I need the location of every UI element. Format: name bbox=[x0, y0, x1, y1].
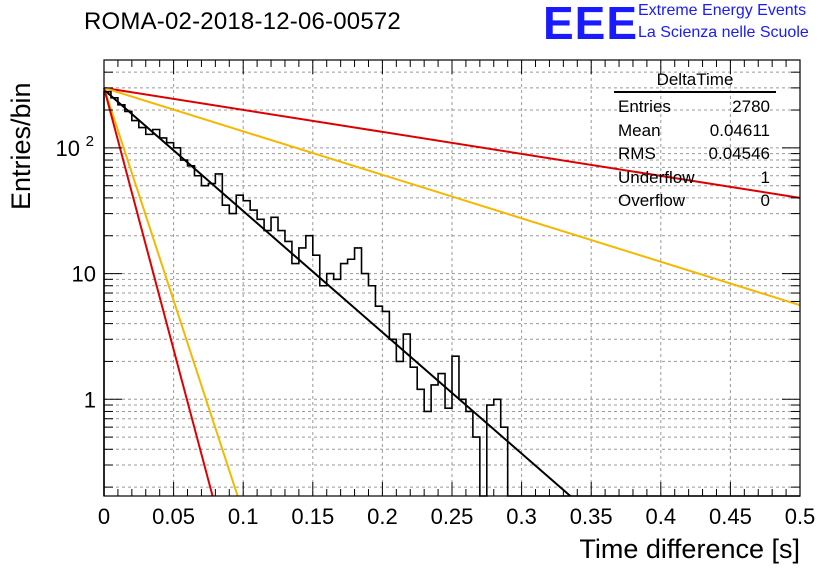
x-tick-label: 0 bbox=[98, 504, 110, 529]
y-tick-exponent: 2 bbox=[86, 133, 94, 150]
stat-value: 0.04611 bbox=[709, 120, 770, 140]
y-axis-label: Entries/bin bbox=[6, 82, 36, 210]
fit-line bbox=[103, 88, 571, 497]
stats-title: DeltaTime bbox=[614, 70, 776, 93]
stat-label: Mean bbox=[618, 120, 661, 140]
stat-row: RMS 0.04546 bbox=[608, 142, 776, 166]
x-tick-label: 0.15 bbox=[291, 504, 334, 529]
stat-row: Mean 0.04611 bbox=[608, 119, 776, 143]
x-tick-label: 0.4 bbox=[646, 504, 677, 529]
fit-line bbox=[103, 87, 239, 497]
logo-line-1: Extreme Energy Events bbox=[638, 2, 807, 19]
fit-lines bbox=[103, 86, 801, 497]
fit-line bbox=[103, 86, 801, 307]
stat-row: Entries 2780 bbox=[608, 95, 776, 119]
stat-value: 0.04546 bbox=[708, 144, 770, 163]
stat-row: Underflow 1 bbox=[608, 166, 776, 190]
stat-label: Underflow bbox=[618, 167, 695, 187]
x-tick-label: 0.45 bbox=[709, 504, 752, 529]
x-tick-label: 0.35 bbox=[570, 504, 613, 529]
fit-line bbox=[103, 86, 801, 199]
stat-value: 0 bbox=[760, 191, 770, 210]
eee-logo: EEE bbox=[543, 0, 639, 49]
fit-line bbox=[103, 87, 214, 497]
x-axis-label: Time difference [s] bbox=[579, 534, 800, 564]
run-title: ROMA-02-2018-12-06-00572 bbox=[84, 8, 401, 35]
x-tick-label: 0.25 bbox=[431, 504, 474, 529]
y-tick-label: 10 bbox=[56, 136, 80, 161]
x-tick-label: 0.5 bbox=[785, 504, 816, 529]
stat-value: 2780 bbox=[732, 97, 770, 116]
x-tick-label: 0.3 bbox=[506, 504, 537, 529]
axes: 0 0.05 0.1 0.15 0.2 0.25 0.3 0.35 0.4 0.45 0.51101… bbox=[56, 59, 816, 529]
stat-label: RMS bbox=[618, 144, 656, 163]
y-tick-label: 10 bbox=[72, 262, 96, 287]
stat-label: Entries bbox=[618, 97, 671, 116]
stat-label: Overflow bbox=[618, 191, 686, 210]
stat-value: 1 bbox=[760, 167, 770, 187]
stats-box: DeltaTime Entries 2780 Mean 0.04611 RMS 0.0… bbox=[608, 70, 776, 213]
stat-row: Overflow 0 bbox=[608, 189, 776, 213]
logo-line-2: La Scienza nelle Scuole bbox=[638, 24, 809, 41]
x-tick-label: 0.05 bbox=[152, 504, 195, 529]
x-tick-label: 0.2 bbox=[367, 504, 398, 529]
y-tick-label: 1 bbox=[84, 387, 96, 412]
x-tick-label: 0.1 bbox=[228, 504, 259, 529]
